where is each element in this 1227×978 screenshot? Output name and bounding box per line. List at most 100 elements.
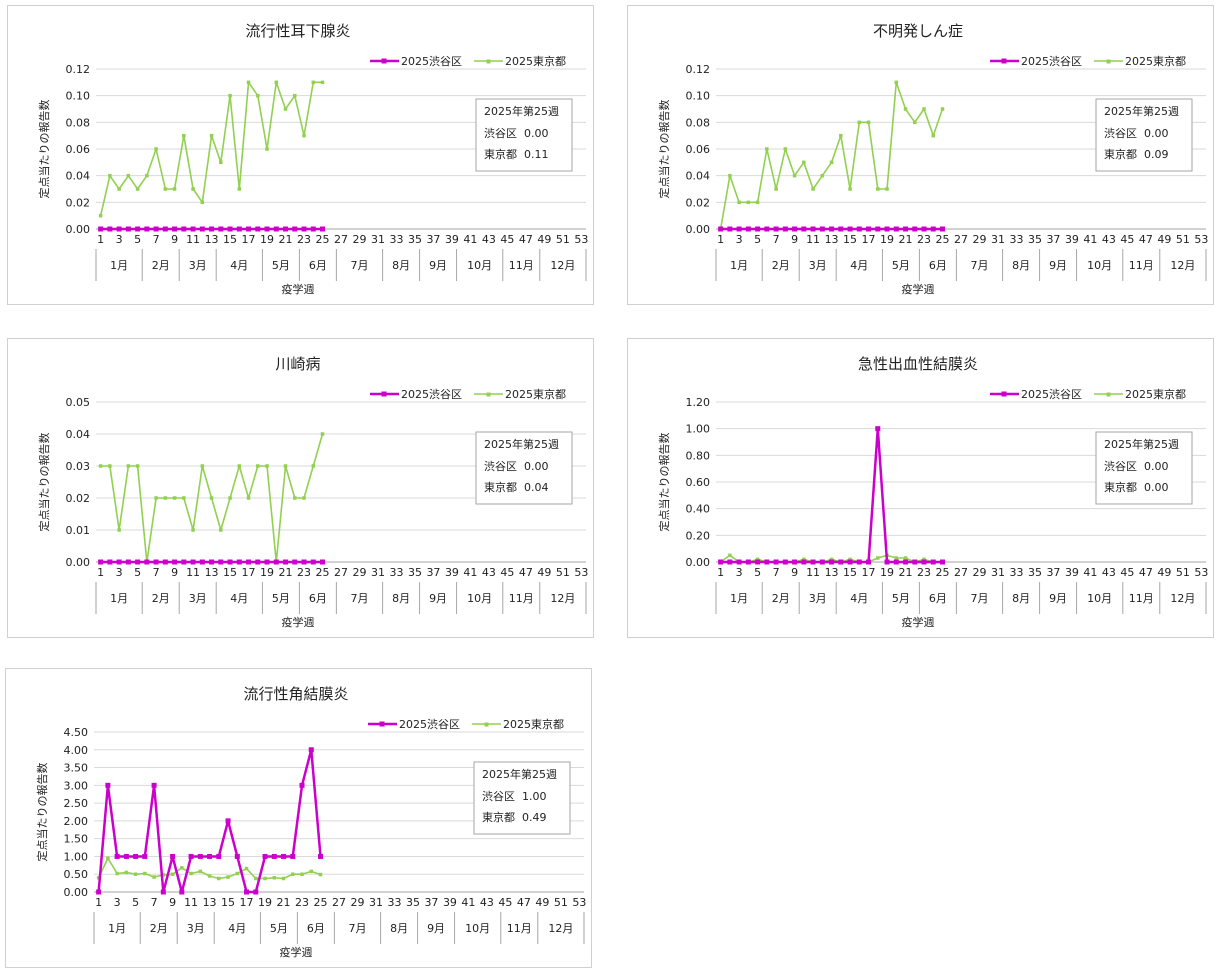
data-point-shibuya	[884, 559, 890, 565]
legend-label-tokyo: 2025東京都	[505, 387, 566, 401]
x-tick-label: 3	[114, 896, 121, 909]
data-point-tokyo	[755, 557, 760, 562]
y-tick-label: 0.02	[686, 196, 711, 209]
data-point-tokyo	[237, 464, 242, 468]
legend-marker-tokyo	[1106, 59, 1111, 64]
x-tick-label: 5	[132, 896, 139, 909]
x-tick-label: 43	[480, 896, 494, 909]
chart-svg: 流行性角結膜炎 2025渋谷区 2025東京都 0.00 0.50 1.00 1.50 2.0…	[35, 685, 586, 959]
data-point-shibuya	[190, 559, 196, 565]
data-point-tokyo	[170, 872, 175, 876]
x-tick-label: 5	[134, 233, 141, 246]
month-label: 7月	[970, 592, 988, 605]
x-tick-label: 33	[1009, 566, 1023, 579]
month-label: 6月	[309, 592, 327, 605]
data-point-shibuya	[755, 226, 761, 232]
data-point-shibuya	[197, 853, 203, 859]
data-point-tokyo	[765, 147, 769, 151]
data-point-shibuya	[801, 226, 807, 232]
data-point-tokyo	[207, 874, 212, 878]
x-tick-label: 29	[972, 566, 986, 579]
chart-svg: 急性出血性結膜炎 2025渋谷区 2025東京都 0.00 0.20 0.40 0.60 0.…	[657, 355, 1208, 629]
legend-label-shibuya: 2025渋谷区	[399, 718, 460, 731]
x-tick-label: 15	[223, 566, 237, 579]
month-label: 12月	[550, 259, 575, 272]
month-label: 11月	[509, 259, 534, 272]
month-label: 5月	[272, 592, 290, 605]
info-heading: 2025年第25週	[484, 104, 559, 118]
data-point-shibuya	[262, 853, 268, 859]
month-label: 2月	[772, 592, 790, 605]
x-tick-label: 39	[1065, 566, 1079, 579]
data-point-tokyo	[774, 187, 778, 191]
data-point-shibuya	[264, 559, 270, 565]
info-heading: 2025年第25週	[482, 767, 557, 781]
x-tick-label: 17	[862, 566, 876, 579]
data-point-shibuya	[875, 426, 881, 432]
info-heading: 2025年第25週	[1104, 437, 1179, 451]
data-point-tokyo	[115, 871, 119, 876]
data-point-shibuya	[819, 226, 825, 232]
x-tick-label: 39	[445, 233, 459, 246]
data-point-tokyo	[133, 872, 138, 876]
data-point-shibuya	[940, 226, 946, 232]
chart-title: 流行性耳下腺炎	[245, 22, 350, 40]
data-point-tokyo	[885, 187, 889, 191]
data-point-tokyo	[182, 133, 186, 138]
x-tick-label: 37	[1046, 233, 1060, 246]
month-label: 11月	[1129, 592, 1154, 605]
data-point-shibuya	[160, 889, 166, 895]
x-tick-label: 37	[426, 566, 440, 579]
data-point-tokyo	[98, 213, 103, 218]
data-point-tokyo	[283, 107, 288, 111]
data-point-tokyo	[161, 873, 166, 877]
data-point-shibuya	[856, 559, 862, 565]
month-label: 5月	[892, 592, 910, 605]
data-point-shibuya	[866, 559, 872, 565]
legend-label-shibuya: 2025渋谷区	[401, 55, 462, 68]
data-point-tokyo	[755, 200, 760, 205]
x-tick-label: 29	[352, 566, 366, 579]
data-point-shibuya	[745, 226, 751, 232]
x-tick-label: 45	[500, 233, 514, 246]
x-tick-label: 35	[408, 233, 422, 246]
y-axis-title: 定点当たりの報告数	[657, 433, 671, 532]
legend-marker-tokyo	[1106, 392, 1111, 397]
month-label: 7月	[350, 259, 368, 272]
data-point-shibuya	[718, 559, 724, 565]
x-tick-label: 15	[223, 233, 237, 246]
legend-marker-tokyo	[486, 59, 491, 64]
y-tick-label: 0.05	[66, 396, 91, 409]
x-tick-label: 27	[334, 566, 348, 579]
y-tick-label: 0.06	[66, 143, 91, 156]
chart-svg: 川崎病 2025渋谷区 2025東京都 0.00 0.01 0.02 0.03 0.04 0.0…	[37, 355, 588, 629]
month-label: 11月	[507, 922, 532, 935]
data-point-tokyo	[931, 133, 936, 138]
x-tick-label: 53	[1194, 233, 1208, 246]
data-point-tokyo	[265, 147, 269, 151]
data-point-shibuya	[144, 559, 150, 565]
data-point-tokyo	[254, 876, 258, 881]
data-point-tokyo	[746, 200, 751, 205]
data-point-shibuya	[903, 226, 909, 232]
month-label: 8月	[392, 259, 410, 272]
month-label: 8月	[390, 922, 408, 935]
info-tokyo-label: 東京都	[1104, 480, 1137, 494]
month-label: 10月	[1087, 259, 1112, 272]
data-point-shibuya	[727, 226, 733, 232]
x-tick-label: 35	[1028, 233, 1042, 246]
data-point-shibuya	[308, 747, 314, 753]
data-point-tokyo	[293, 496, 297, 500]
data-point-tokyo	[274, 80, 279, 85]
x-tick-label: 11	[806, 233, 820, 246]
info-box-frame	[1095, 98, 1193, 172]
x-tick-label: 27	[332, 896, 346, 909]
data-point-shibuya	[190, 226, 196, 232]
data-point-shibuya	[125, 559, 131, 565]
data-point-shibuya	[181, 559, 187, 565]
data-point-shibuya	[253, 889, 259, 895]
data-point-shibuya	[838, 559, 844, 565]
chart-panel-hemorrhagic-conjunctivitis: 急性出血性結膜炎 2025渋谷区 2025東京都 0.00 0.20 0.40 0.60 0.…	[627, 338, 1214, 638]
data-point-shibuya	[940, 559, 946, 565]
data-point-tokyo	[256, 93, 260, 98]
